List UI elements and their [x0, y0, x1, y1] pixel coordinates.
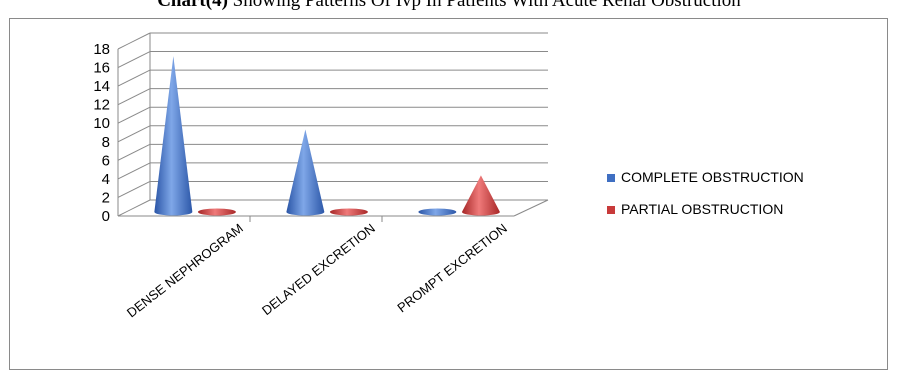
y-tick-label: 4 — [102, 171, 110, 188]
y-tick-label: 2 — [102, 189, 110, 206]
cone-body — [286, 129, 325, 216]
legend-swatch — [607, 206, 615, 214]
gridline-side — [117, 180, 151, 198]
y-tick-label: 6 — [102, 152, 110, 169]
cone-0-2 — [418, 208, 457, 216]
gridline-side — [117, 51, 151, 69]
cone-0-1 — [286, 129, 325, 216]
chart-title-bold: Chart(4) — [157, 0, 228, 11]
gridline-side — [117, 143, 151, 161]
legend: COMPLETE OBSTRUCTION PARTIAL OBSTRUCTION — [607, 169, 804, 217]
x-tick-label: DENSE NEPHROGRAM — [124, 221, 246, 321]
y-tick-label: 16 — [93, 60, 110, 77]
cone-1-1 — [329, 208, 368, 216]
gridline-side — [117, 125, 151, 143]
y-tick-label: 8 — [102, 134, 110, 151]
cone-1-2 — [461, 175, 500, 216]
y-tick-label: 14 — [93, 78, 110, 95]
gridlines — [117, 32, 549, 222]
y-tick-label: 18 — [93, 41, 110, 58]
legend-label: PARTIAL OBSTRUCTION — [621, 201, 783, 217]
cones — [154, 56, 500, 216]
cone-base — [329, 208, 368, 216]
chart-title-rest: Showing Patterns Of Ivp In Patients With… — [227, 0, 741, 11]
cone-1-0 — [197, 208, 236, 216]
legend-label: COMPLETE OBSTRUCTION — [621, 169, 804, 185]
legend-swatch — [607, 174, 615, 182]
cone-base — [418, 208, 457, 216]
gridline-side — [117, 199, 151, 217]
cone-body — [461, 175, 500, 216]
gridline-side — [117, 32, 151, 50]
gridline-side — [117, 106, 151, 124]
chart-title: Chart(4) Showing Patterns Of Ivp In Pati… — [0, 0, 898, 12]
y-tick-label: 12 — [93, 97, 110, 114]
y-tick-label: 0 — [102, 208, 110, 225]
cone-body — [154, 56, 193, 216]
chart-frame — [9, 18, 888, 370]
y-tick-label: 10 — [93, 115, 110, 132]
cone-base — [197, 208, 236, 216]
cone-0-0 — [154, 56, 193, 216]
x-tick-label: DELAYED EXCRETION — [259, 221, 378, 319]
gridline-side — [117, 88, 151, 106]
floor-right-edge — [513, 199, 549, 217]
x-tick-label: PROMPT EXCRETION — [394, 221, 509, 316]
gridline-side — [117, 162, 151, 180]
gridline-side — [117, 69, 151, 87]
x-axis-labels: DENSE NEPHROGRAM DELAYED EXCRETION PROMPT … — [124, 221, 510, 321]
